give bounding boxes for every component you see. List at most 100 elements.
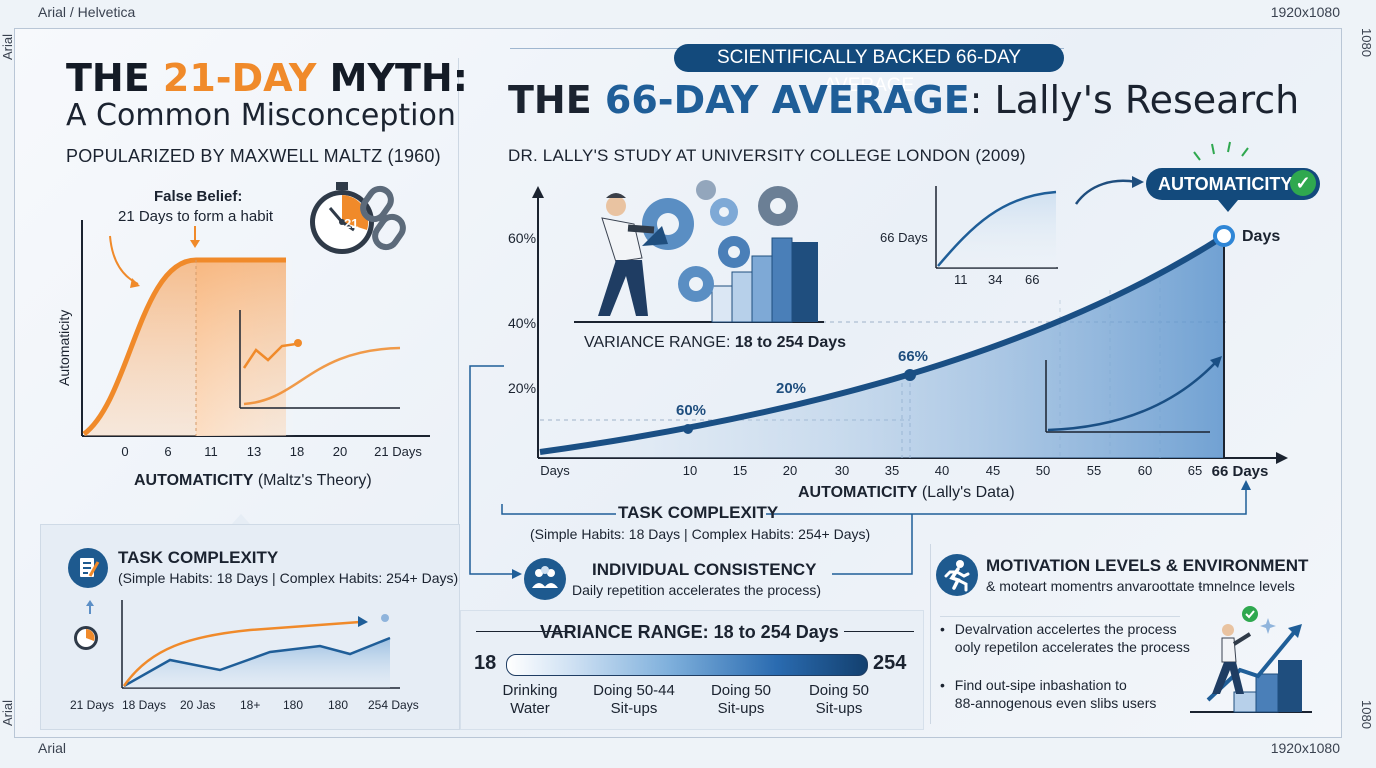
gears-icon [642, 180, 798, 302]
side-label-left-bottom: Arial [0, 700, 15, 727]
complexity-x-tick: 20 Jas [180, 698, 216, 712]
inset-chart [935, 186, 1058, 269]
corner-label-top-left: Arial / Helvetica [38, 4, 136, 20]
inset-x-tick: 66 [1025, 272, 1040, 287]
connector-lines [469, 365, 1251, 579]
lally-y-tick: 60% [508, 230, 537, 246]
complexity-x-tick: 18 Days [122, 698, 167, 712]
lally-x-tick: 45 [985, 463, 1001, 478]
variance-rule-right [844, 631, 914, 632]
motivation-rule [940, 616, 1180, 617]
maltz-curve [82, 257, 286, 437]
variance-min: 18 [474, 652, 497, 674]
column-divider [458, 58, 459, 608]
person-icon [598, 193, 668, 316]
variance-title: VARIANCE RANGE: 18 to 254 Days [540, 622, 839, 642]
motivation-bullet: • Devalrvation accelertes the process ool… [940, 621, 1190, 655]
lally-x-tick: 15 [732, 463, 748, 478]
right-study: DR. LALLY'S STUDY AT UNIVERSITY COLLEGE … [508, 146, 1026, 165]
lally-x-tick: 65 [1187, 463, 1203, 478]
variance-range-label: VARIANCE RANGE: 18 to 254 Days [584, 334, 847, 351]
lally-x-tick: Days [540, 463, 570, 478]
maltz-x-tick: 20 [332, 444, 348, 459]
lally-x-tick: 30 [834, 463, 850, 478]
svg-text:21: 21 [344, 216, 358, 231]
maltz-chart [81, 220, 430, 437]
lally-x-tick: 40 [934, 463, 950, 478]
consistency-title: INDIVIDUAL CONSISTENCY [592, 560, 817, 579]
maltz-caption: AUTOMATICITY (Maltz's Theory) [134, 472, 372, 489]
false-belief-title: False Belief: [154, 188, 243, 205]
complexity-mini-chart [74, 600, 400, 689]
maltz-x-tick: 11 [204, 444, 218, 459]
lally-point-label: 20% [776, 380, 807, 397]
false-belief-text: 21 Days to form a habit [118, 208, 274, 225]
side-label-left-top: Arial [0, 34, 15, 61]
lally-x-tick: 35 [884, 463, 900, 478]
lally-chart [532, 186, 1288, 464]
chain-icon [360, 185, 406, 251]
climbing-illustration [1190, 606, 1312, 713]
runner-icon [936, 554, 978, 596]
center-task-title: TASK COMPLEXITY [618, 503, 779, 522]
complexity-x-tick: 254 Days [368, 698, 419, 712]
checklist-icon [68, 548, 108, 588]
left-popularized: POPULARIZED BY MAXWELL MALTZ (1960) [66, 146, 441, 166]
lally-y-tick: 40% [508, 315, 537, 331]
lally-point [683, 424, 693, 434]
lally-point-label: 66% [898, 348, 929, 365]
scientific-badge: SCIENTIFICALLY BACKED 66-DAY AVERAGE [674, 44, 1064, 96]
lally-point [904, 369, 916, 381]
center-task-subtitle: (Simple Habits: 18 Days | Complex Habits… [530, 526, 871, 542]
lally-x-tick: 66 Days [1211, 463, 1269, 480]
endpoint-label: Days [1242, 228, 1281, 245]
curved-arrow [1074, 176, 1144, 205]
panel-pointer [232, 514, 250, 524]
right-title: THE 66-DAY AVERAGE: Lally's Research [508, 78, 1300, 122]
lally-x-tick: 55 [1086, 463, 1102, 478]
complexity-x-tick: 180 [283, 698, 304, 712]
maltz-x-tick: 6 [164, 444, 172, 459]
complexity-x-tick: 21 Days [70, 698, 115, 712]
stopwatch-icon [74, 626, 98, 650]
left-subtitle: A Common Misconception [66, 98, 456, 133]
variance-label-item: Doing 50 Sit-ups [710, 682, 772, 717]
sparkle-lines [1193, 141, 1249, 161]
corner-label-bottom-right: 1920x1080 [1270, 740, 1340, 756]
stopwatch-chain-icon: 21 [310, 182, 406, 254]
variance-label-item: Doing 50 Sit-ups [808, 682, 870, 717]
complexity-x-tick: 180 [328, 698, 349, 712]
side-label-right-bottom: 1080 [1359, 700, 1374, 729]
variance-label-item: Doing 50-44 Sit-ups [593, 682, 675, 717]
lally-x-tick: 50 [1035, 463, 1051, 478]
variance-rule-left [476, 631, 572, 632]
stopwatch-icon: 21 [310, 182, 374, 254]
motivation-subtitle: & moteart momentrs anvaroottate ŧmnelnce… [986, 578, 1295, 594]
inset-x-tick: 34 [988, 272, 1003, 287]
bar-chart-icon [711, 237, 818, 323]
lally-endpoint [1213, 225, 1235, 247]
variance-label-item: Drinking Water [502, 682, 558, 717]
left-title: THE 21-DAY MYTH: [66, 56, 468, 100]
corner-label-top-right: 1920x1080 [1270, 4, 1340, 20]
consistency-subtitle: Daily repetition accelerates the process… [572, 582, 822, 598]
lally-x-tick: 10 [682, 463, 698, 478]
maltz-x-tick: 13 [246, 444, 262, 459]
lally-y-tick: 20% [508, 380, 537, 396]
automaticity-badge: AUTOMATICITY [1146, 168, 1320, 200]
inset-label: 66 Days [880, 230, 928, 245]
badge-pointer [1218, 200, 1238, 212]
inset-x-tick: 11 [954, 272, 968, 287]
lally-curve-area [540, 236, 1224, 458]
maltz-x-tick: 0 [121, 444, 129, 459]
variance-max: 254 [873, 652, 907, 674]
maltz-y-axis-label: Automaticity [56, 309, 72, 386]
checkmark-icon: ✓ [1290, 170, 1316, 196]
motivation-divider [930, 544, 931, 724]
maltz-x-tick: 18 [289, 444, 305, 459]
maltz-curve-area [84, 260, 286, 436]
lally-x-tick: 60 [1137, 463, 1153, 478]
variance-gradient-bar [506, 654, 868, 676]
left-panel-title: TASK COMPLEXITY [118, 548, 279, 567]
left-complexity-panel [40, 524, 460, 730]
